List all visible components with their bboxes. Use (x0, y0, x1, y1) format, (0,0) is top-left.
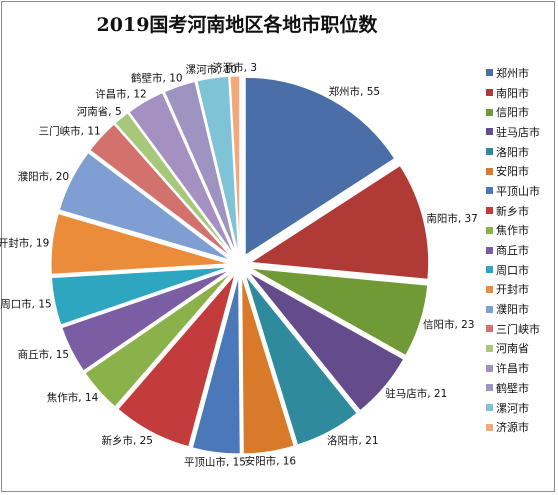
legend-swatch (486, 404, 493, 412)
legend-swatch (486, 266, 493, 274)
pie-slice (191, 275, 241, 455)
legend-item: 河南省 (486, 339, 552, 359)
pie-slice (241, 275, 295, 455)
legend-item: 洛阳市 (486, 142, 552, 162)
legend-swatch (486, 89, 493, 97)
legend-label: 三门峡市 (496, 322, 540, 336)
legend-label: 许昌市 (496, 362, 529, 376)
legend-label: 洛阳市 (496, 145, 529, 159)
legend-label: 新乡市 (496, 204, 529, 218)
pie-slice (50, 213, 230, 275)
pie-slice (114, 112, 234, 257)
data-label: 济源市, 3 (212, 61, 257, 74)
legend-label: 开封市 (496, 283, 529, 297)
legend-swatch (486, 167, 493, 175)
pie-slice (248, 271, 405, 412)
data-label: 开封市, 19 (0, 237, 49, 250)
legend: 郑州市南阳市信阳市驻马店市洛阳市安阳市平顶山市新乡市焦作市商丘市周口市开封市濮阳… (486, 63, 552, 437)
data-label: 安阳市, 16 (245, 455, 297, 468)
data-label: 三门峡市, 11 (39, 124, 101, 137)
legend-label: 河南省 (496, 342, 529, 356)
legend-swatch (486, 285, 493, 293)
pie-slice (229, 75, 241, 255)
legend-swatch (486, 364, 493, 372)
data-label: 南阳市, 37 (426, 212, 478, 225)
data-label: 信阳市, 23 (423, 318, 475, 331)
legend-item: 三门峡市 (486, 319, 552, 339)
legend-label: 郑州市 (496, 66, 529, 80)
legend-swatch (486, 305, 493, 313)
legend-swatch (486, 423, 493, 431)
legend-item: 鹤壁市 (486, 378, 552, 398)
data-label: 周口市, 15 (0, 297, 52, 310)
legend-label: 安阳市 (496, 165, 529, 179)
legend-swatch (486, 148, 493, 156)
pie-slice (89, 123, 233, 258)
pie-slice (163, 80, 237, 255)
data-label: 许昌市, 12 (95, 88, 147, 101)
legend-swatch (486, 246, 493, 254)
legend-label: 焦作市 (496, 224, 529, 238)
pie-slice (61, 269, 231, 372)
legend-swatch (486, 226, 493, 234)
legend-item: 焦作市 (486, 221, 552, 241)
data-label: 濮阳市, 20 (18, 170, 70, 183)
pie-slice (244, 76, 396, 257)
legend-item: 商丘市 (486, 240, 552, 260)
legend-swatch (486, 384, 493, 392)
pie-slice (250, 267, 429, 357)
pie-slice (117, 274, 236, 448)
legend-label: 驻马店市 (496, 125, 540, 139)
data-label: 平顶山市, 15 (184, 455, 246, 468)
legend-label: 鹤壁市 (496, 381, 529, 395)
pie-slice (84, 271, 233, 408)
legend-item: 信阳市 (486, 102, 552, 122)
data-label: 商丘市, 15 (18, 348, 70, 361)
legend-label: 漯河市 (496, 401, 529, 415)
legend-label: 南阳市 (496, 86, 529, 100)
legend-item: 许昌市 (486, 358, 552, 378)
legend-label: 濮阳市 (496, 303, 529, 317)
data-label: 郑州市, 55 (329, 85, 381, 98)
legend-swatch (486, 344, 493, 352)
legend-swatch (486, 108, 493, 116)
legend-label: 信阳市 (496, 106, 529, 120)
legend-item: 周口市 (486, 260, 552, 280)
pie-slice (244, 274, 358, 446)
legend-item: 漯河市 (486, 398, 552, 418)
data-label: 焦作市, 14 (47, 391, 99, 404)
legend-label: 平顶山市 (496, 184, 540, 198)
chart-title: 2019国考河南地区各地市职位数 (96, 14, 378, 36)
pie-slice (249, 164, 430, 280)
legend-item: 新乡市 (486, 201, 552, 221)
data-label: 漯河市, 10 (186, 63, 238, 76)
data-label: 驻马店市, 21 (385, 387, 447, 400)
legend-item: 开封市 (486, 280, 552, 300)
legend-item: 濮阳市 (486, 299, 552, 319)
legend-label: 济源市 (496, 421, 529, 435)
pie-slice (128, 92, 235, 256)
pie-slice (58, 152, 231, 261)
pie-slice (196, 75, 239, 255)
legend-item: 南阳市 (486, 83, 552, 103)
legend-label: 周口市 (496, 263, 529, 277)
legend-label: 商丘市 (496, 244, 529, 258)
legend-item: 平顶山市 (486, 181, 552, 201)
legend-item: 济源市 (486, 417, 552, 437)
data-label: 新乡市, 25 (101, 434, 153, 447)
legend-swatch (486, 187, 493, 195)
pie-slice (50, 266, 230, 326)
legend-item: 安阳市 (486, 161, 552, 181)
data-label: 河南省, 5 (77, 105, 122, 118)
data-label: 鹤壁市, 10 (131, 71, 183, 84)
legend-item: 郑州市 (486, 63, 552, 83)
legend-item: 驻马店市 (486, 122, 552, 142)
legend-swatch (486, 207, 493, 215)
data-label: 洛阳市, 21 (327, 434, 379, 447)
legend-swatch (486, 69, 493, 77)
legend-swatch (486, 325, 493, 333)
legend-swatch (486, 128, 493, 136)
